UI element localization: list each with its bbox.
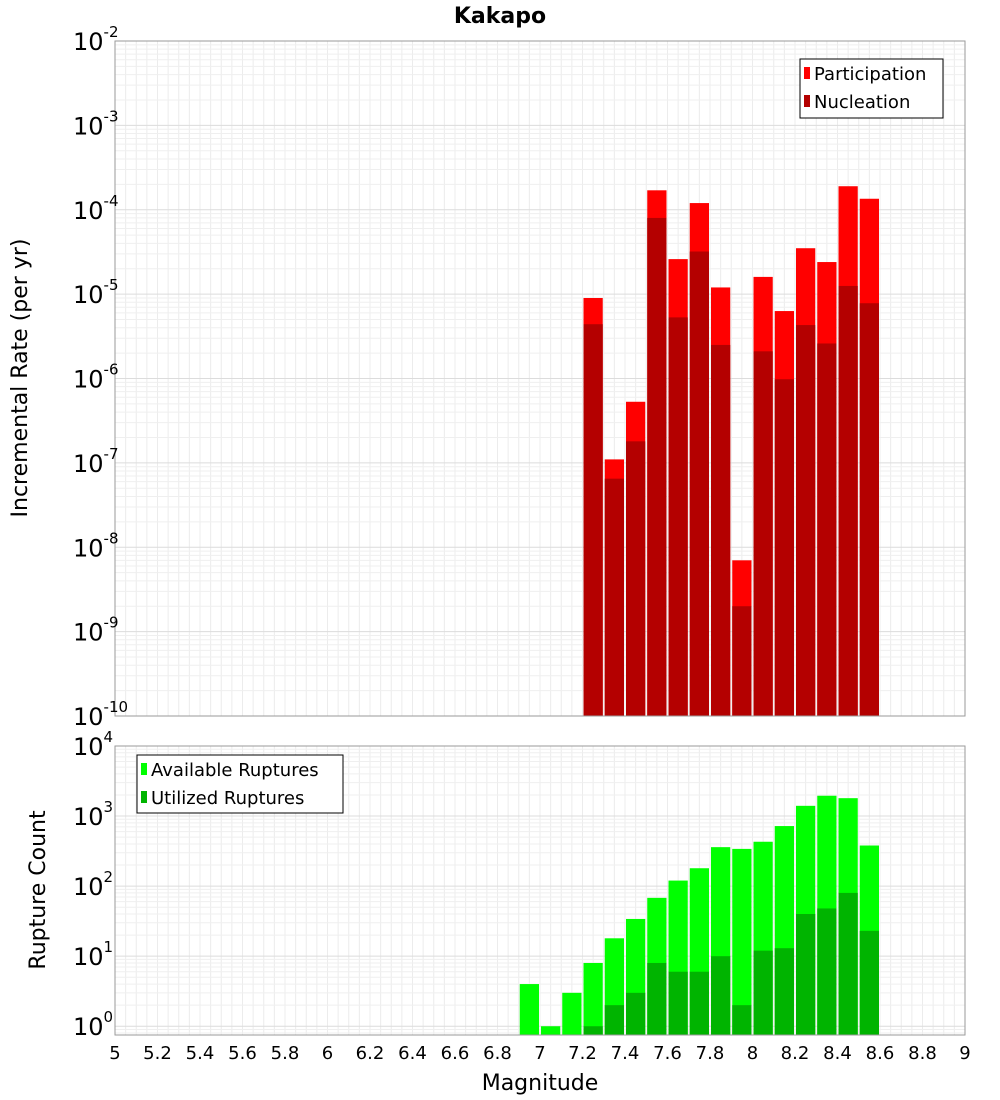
count-y-ticks: 100 101 102 103 104 [73, 728, 113, 1041]
x-tick-label: 6.2 [356, 1043, 385, 1064]
rate-bar-series2 [796, 325, 816, 716]
count-bar-series2 [732, 1005, 752, 1035]
x-tick-label: 8.8 [908, 1043, 937, 1064]
x-tick-label: 7.6 [653, 1043, 682, 1064]
bottom-y-axis-label: Rupture Count [26, 810, 51, 970]
x-tick-label: 7.8 [696, 1043, 725, 1064]
rate-legend-swatch [804, 67, 810, 79]
rate-bar-series2 [732, 606, 752, 716]
x-tick-label: 9 [959, 1043, 970, 1064]
count-y-tick-label: 104 [73, 728, 113, 761]
count-legend-swatch [141, 763, 147, 775]
x-tick-label: 6.8 [483, 1043, 512, 1064]
x-tick-label: 7.2 [568, 1043, 597, 1064]
x-tick-label: 5.2 [143, 1043, 172, 1064]
count-bars [519, 795, 879, 1035]
rate-grid [114, 40, 966, 717]
count-y-tick-label: 101 [73, 938, 113, 971]
x-tick-label: 8 [747, 1043, 758, 1064]
x-tick-label: 8.6 [866, 1043, 895, 1064]
x-tick-label: 5.4 [186, 1043, 215, 1064]
count-bar-series2 [583, 1026, 603, 1035]
count-legend-label: Available Ruptures [151, 760, 319, 781]
x-tick-label: 8.2 [781, 1043, 810, 1064]
rate-bar-series2 [817, 343, 837, 716]
x-tick-label: 8.4 [823, 1043, 852, 1064]
rate-y-tick-label: 10-7 [73, 445, 119, 478]
count-legend-box [136, 754, 344, 814]
rate-bar-series2 [711, 344, 731, 716]
x-tick-label: 6.4 [398, 1043, 427, 1064]
rate-bar-series2 [647, 217, 667, 716]
x-axis-label: Magnitude [482, 1071, 599, 1096]
count-legend-swatch [141, 791, 147, 803]
count-bar-series2 [796, 914, 816, 1035]
count-bar-series2 [668, 971, 688, 1035]
count-bar-series2 [859, 930, 879, 1035]
count-bar-series2 [711, 956, 731, 1035]
rate-bars [583, 186, 879, 717]
rate-y-tick-label: 10-8 [73, 529, 119, 562]
count-bar-series2 [604, 1005, 624, 1035]
count-y-tick-label: 102 [73, 868, 113, 901]
count-bar-series1 [562, 992, 582, 1035]
x-tick-label: 5.8 [271, 1043, 300, 1064]
x-tick-label: 7.4 [611, 1043, 640, 1064]
rate-bar-series2 [626, 441, 646, 716]
count-legend: Available Ruptures Utilized Ruptures [136, 754, 344, 814]
rate-bar-series2 [583, 324, 603, 716]
count-bar-series1 [541, 1026, 561, 1035]
rate-y-tick-label: 10-2 [73, 23, 119, 56]
count-panel: 100 101 102 103 104 Available Ruptures Utilize… [73, 728, 971, 1064]
rate-bar-series2 [604, 478, 624, 716]
rate-bar-series2 [774, 379, 794, 716]
rate-bar-series2 [753, 351, 773, 716]
rate-legend: Participation Nucleation [799, 58, 944, 119]
rate-bar-series2 [838, 285, 858, 716]
rate-y-tick-label: 10-5 [73, 276, 119, 309]
rate-y-tick-label: 10-6 [73, 361, 119, 394]
x-tick-label: 7 [534, 1043, 545, 1064]
count-bar-series2 [626, 992, 646, 1035]
count-y-tick-label: 103 [73, 798, 113, 831]
count-bar-series2 [753, 950, 773, 1035]
x-tick-label: 5 [109, 1043, 120, 1064]
x-tick-label: 5.6 [228, 1043, 257, 1064]
count-bar-series1 [519, 984, 539, 1035]
count-plot-border [114, 745, 966, 1036]
rate-legend-swatch [804, 95, 810, 107]
top-y-axis-label: Incremental Rate (per yr) [8, 239, 33, 518]
rate-legend-label: Nucleation [814, 92, 910, 113]
rate-y-tick-label: 10-4 [73, 192, 119, 225]
rate-y-tick-label: 10-9 [73, 614, 119, 647]
rate-y-tick-label: 10-10 [73, 698, 128, 731]
count-bar-series1 [732, 848, 752, 1035]
count-bar-series2 [647, 962, 667, 1035]
count-bar-series1 [583, 962, 603, 1035]
rate-plot-border [114, 40, 966, 717]
x-tick-label: 6 [322, 1043, 333, 1064]
rate-legend-box [799, 58, 944, 119]
rate-bar-series2 [689, 251, 709, 716]
count-bar-series2 [817, 908, 837, 1035]
count-bar-series2 [774, 948, 794, 1035]
x-ticks: 5 5.2 5.4 5.6 5.8 6 6.2 6.4 6.6 6.8 7 7.2 7.4 7.6 7.8 8… [109, 1043, 970, 1064]
count-bar-series2 [838, 892, 858, 1035]
count-bar-series2 [689, 971, 709, 1035]
chart-title: Kakapo [454, 4, 546, 29]
rate-bar-series2 [668, 317, 688, 716]
rate-y-tick-label: 10-3 [73, 107, 119, 140]
count-y-tick-label: 100 [73, 1008, 113, 1041]
rate-legend-label: Participation [814, 64, 926, 85]
rate-panel: 10-10 10-9 10-8 10-7 10-6 10-5 10-4 10-3 10-2 Par… [73, 23, 966, 731]
rate-bar-series2 [859, 303, 879, 716]
x-tick-label: 6.6 [441, 1043, 470, 1064]
count-legend-label: Utilized Ruptures [151, 788, 304, 809]
rate-y-ticks: 10-10 10-9 10-8 10-7 10-6 10-5 10-4 10-3 10-2 [73, 23, 128, 731]
